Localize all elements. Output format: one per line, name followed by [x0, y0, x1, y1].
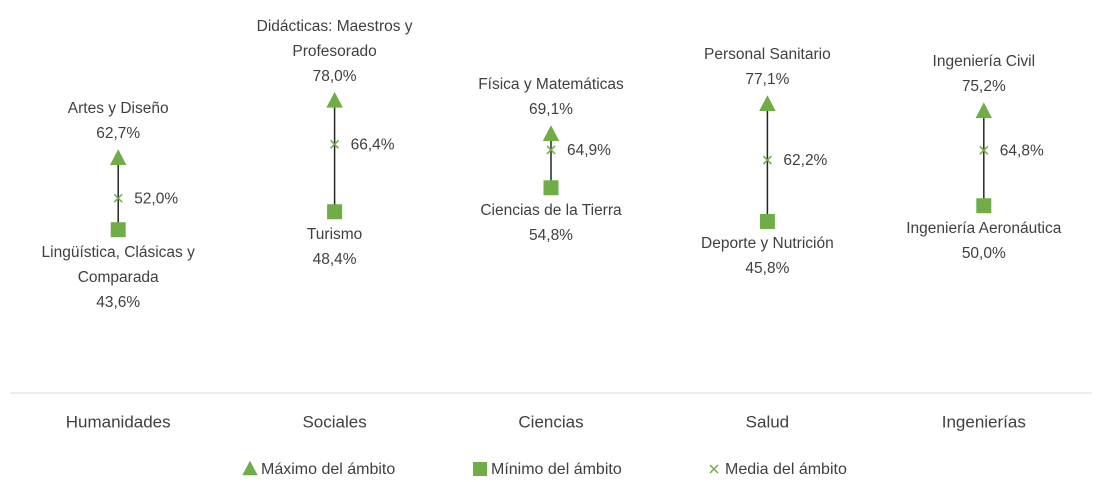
- max-label: Didácticas: Maestros y Profesorado 78,0%: [230, 14, 440, 89]
- max-name: Física y Matemáticas: [478, 76, 624, 94]
- x-tick-label: Humanidades: [66, 412, 171, 431]
- max-value: 75,2%: [961, 78, 1006, 96]
- mean-marker: [979, 145, 989, 155]
- mean-marker: [330, 139, 340, 149]
- max-marker: [975, 102, 993, 119]
- legend-marker: [242, 460, 258, 476]
- mean-label: 62,2%: [783, 152, 827, 169]
- min-marker: [976, 198, 992, 214]
- mean-label: 66,4%: [351, 136, 395, 153]
- min-label: Deporte y Nutrición 45,8%: [662, 231, 872, 281]
- x-tick-label: Salud: [746, 412, 789, 431]
- min-marker: [327, 204, 343, 220]
- max-name: Ingeniería Civil: [932, 53, 1036, 71]
- max-value: 69,1%: [529, 101, 573, 119]
- max-label: Artes y Diseño 62,7%: [13, 96, 223, 146]
- min-value: 48,4%: [312, 250, 357, 268]
- max-label: Personal Sanitario 77,1%: [662, 42, 872, 92]
- mean-label: 64,8%: [1000, 142, 1044, 159]
- min-value: 54,8%: [529, 226, 573, 244]
- legend-label: Máximo del ámbito: [261, 461, 395, 478]
- max-marker: [759, 95, 776, 112]
- mean-label: 52,0%: [134, 190, 178, 207]
- min-name: Ciencias de la Tierra: [480, 201, 622, 219]
- legend-marker: [473, 462, 487, 476]
- mean-marker: [113, 193, 123, 203]
- min-name: Lingüística, Clásicas y Comparada: [41, 243, 195, 286]
- legend-label: Media del ámbito: [725, 461, 847, 478]
- mean-marker: [762, 155, 772, 165]
- min-name: Turismo: [306, 225, 363, 243]
- max-marker: [542, 125, 560, 141]
- min-label: Ingeniería Aeronáutica 50,0%: [879, 216, 1089, 266]
- max-value: 62,7%: [96, 125, 141, 143]
- mean-label: 64,9%: [567, 142, 611, 159]
- min-value: 43,6%: [96, 293, 141, 311]
- x-tick-label: Ciencias: [518, 412, 583, 431]
- max-label: Ingeniería Civil 75,2%: [879, 49, 1089, 99]
- min-marker: [759, 213, 775, 229]
- min-label: Ciencias de la Tierra 54,8%: [446, 198, 656, 248]
- legend-label: Mínimo del ámbito: [491, 461, 622, 478]
- max-marker: [109, 149, 127, 165]
- x-tick-label: Sociales: [302, 412, 366, 431]
- max-value: 78,0%: [312, 67, 357, 85]
- legend-marker: [709, 464, 719, 474]
- min-marker: [110, 222, 126, 238]
- max-name: Didácticas: Maestros y Profesorado: [256, 17, 413, 60]
- max-value: 77,1%: [745, 71, 790, 89]
- min-name: Deporte y Nutrición: [701, 235, 834, 253]
- min-marker: [543, 180, 559, 196]
- max-name: Artes y Diseño: [67, 100, 169, 118]
- min-name: Ingeniería Aeronáutica: [906, 219, 1062, 237]
- min-value: 50,0%: [961, 244, 1006, 262]
- min-label: Turismo 48,4%: [230, 222, 440, 272]
- max-label: Física y Matemáticas 69,1%: [446, 72, 656, 122]
- min-value: 45,8%: [745, 260, 790, 278]
- mean-marker: [546, 145, 556, 155]
- max-marker: [326, 91, 343, 108]
- min-label: Lingüística, Clásicas y Comparada 43,6%: [13, 240, 223, 315]
- x-tick-label: Ingenierías: [942, 412, 1026, 431]
- max-name: Personal Sanitario: [704, 46, 831, 64]
